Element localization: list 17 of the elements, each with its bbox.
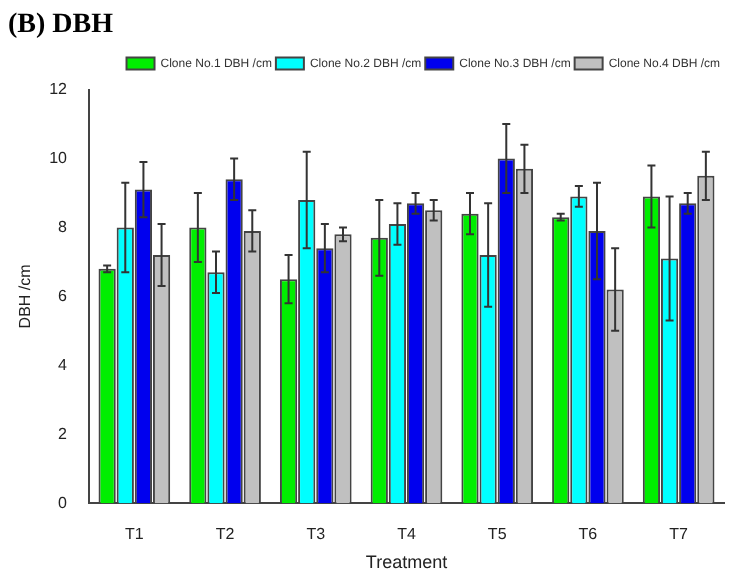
x-axis-title: Treatment <box>365 552 449 573</box>
chart-title: (B) DBH <box>8 10 114 41</box>
y-tick-label: 2 <box>58 424 69 443</box>
y-axis-title: DBH /cm <box>16 263 35 329</box>
y-tick-label: 6 <box>58 286 69 305</box>
x-tick-label: T2 <box>215 525 236 544</box>
y-tick-label: 4 <box>58 355 69 374</box>
x-tick-label: T3 <box>306 525 327 544</box>
x-tick-label: T1 <box>125 525 145 544</box>
x-tick-label: T5 <box>487 525 508 544</box>
y-tick-label: 12 <box>49 80 69 99</box>
y-tick-label: 0 <box>58 493 69 512</box>
x-tick-label: T4 <box>397 525 417 544</box>
y-tick-label: 8 <box>58 217 69 236</box>
x-tick-label: T7 <box>669 525 690 544</box>
x-tick-label: T6 <box>578 525 599 544</box>
y-tick-label: 10 <box>49 148 69 167</box>
